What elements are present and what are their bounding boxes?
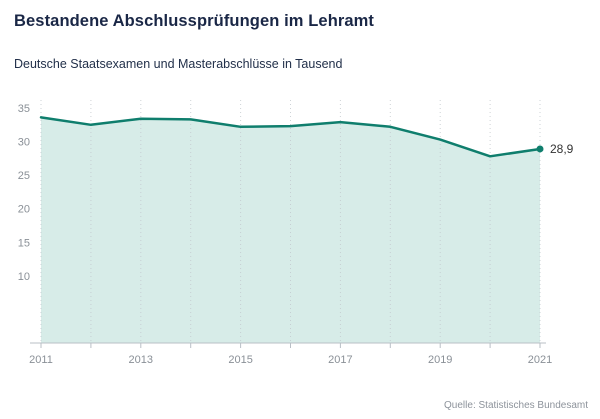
source-credit: Quelle: Statistisches Bundesamt bbox=[444, 400, 588, 411]
x-axis-tick-label: 2019 bbox=[428, 354, 452, 366]
data-line bbox=[39, 116, 542, 158]
y-axis-tick-label: 35 bbox=[18, 103, 30, 115]
x-axis-tick-label: 2021 bbox=[528, 354, 552, 366]
y-axis-tick-label: 15 bbox=[18, 237, 30, 249]
y-axis-tick-label: 30 bbox=[18, 137, 30, 149]
y-axis-tick-label: 10 bbox=[18, 271, 30, 283]
x-axis-tick-label: 2017 bbox=[328, 354, 352, 366]
chart-header: Bestandene Abschlussprüfungen im Lehramt… bbox=[0, 0, 600, 71]
last-point-value-label: 28,9 bbox=[550, 142, 574, 156]
y-axis-tick-label: 25 bbox=[18, 170, 30, 182]
chart-area: 10 15 20 25 30 35 2011 2013 2015 2017 2019 2021 28,9 bbox=[0, 85, 600, 385]
line-area-chart: 10 15 20 25 30 35 2011 2013 2015 2017 2019 2021 28,9 bbox=[18, 100, 574, 366]
last-point-marker bbox=[536, 145, 544, 153]
area-fill bbox=[41, 117, 540, 344]
x-axis-tick-label: 2011 bbox=[29, 354, 53, 366]
x-axis-tick-label: 2015 bbox=[228, 354, 252, 366]
chart-subtitle: Deutsche Staatsexamen und Masterabschlüs… bbox=[14, 57, 343, 71]
chart-title: Bestandene Abschlussprüfungen im Lehramt bbox=[14, 12, 375, 30]
y-axis-tick-label: 20 bbox=[18, 204, 30, 216]
x-axis-tick-label: 2013 bbox=[129, 354, 153, 366]
